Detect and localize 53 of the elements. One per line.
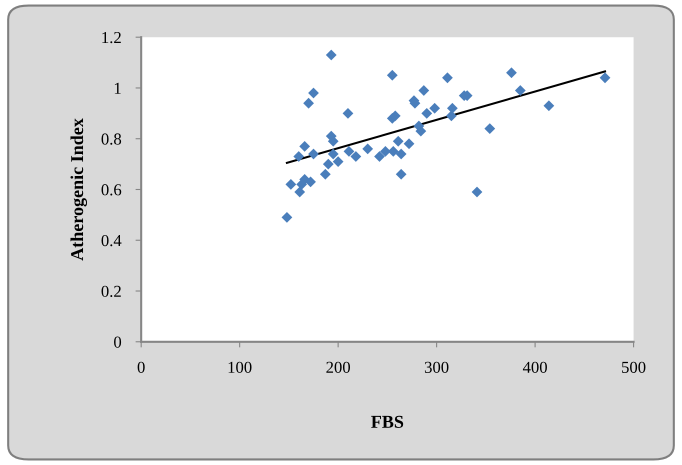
point bbox=[305, 176, 316, 188]
x-tick-label: 100 bbox=[228, 362, 252, 373]
point bbox=[484, 123, 496, 134]
point bbox=[421, 108, 432, 119]
point bbox=[320, 168, 331, 180]
y-tick-label: 0.6 bbox=[102, 184, 122, 196]
point bbox=[544, 100, 554, 112]
point bbox=[446, 102, 458, 114]
y-tick-label: 1.2 bbox=[102, 32, 121, 44]
point bbox=[303, 98, 314, 109]
point bbox=[386, 70, 398, 81]
point bbox=[600, 72, 610, 84]
point bbox=[472, 186, 482, 198]
point bbox=[404, 138, 414, 150]
point bbox=[344, 146, 354, 157]
point bbox=[299, 140, 310, 152]
y-tick-label: 0.4 bbox=[102, 234, 122, 246]
point bbox=[506, 67, 517, 78]
point bbox=[326, 50, 337, 60]
y-tick-label: 0 bbox=[114, 336, 122, 348]
point bbox=[388, 146, 399, 157]
point bbox=[328, 148, 339, 160]
point bbox=[332, 156, 344, 167]
y-tick-label: 0.8 bbox=[102, 133, 122, 145]
x-tick-label: 0 bbox=[138, 362, 145, 373]
point bbox=[446, 110, 457, 122]
x-tick-label: 200 bbox=[326, 362, 350, 373]
x-tick-label: 300 bbox=[424, 362, 448, 373]
point bbox=[396, 148, 407, 160]
point bbox=[374, 151, 385, 162]
x-tick-label: 500 bbox=[622, 362, 646, 373]
y-tick-label: 0.2 bbox=[102, 286, 121, 298]
y-axis-title: Atherogenic Index bbox=[70, 118, 88, 261]
point bbox=[322, 158, 334, 170]
point bbox=[392, 136, 404, 147]
point bbox=[350, 151, 362, 162]
x-axis-title: FBS bbox=[371, 416, 404, 428]
point bbox=[442, 72, 453, 84]
point bbox=[362, 144, 374, 154]
point bbox=[285, 179, 296, 190]
point bbox=[294, 186, 306, 198]
x-tick-label: 400 bbox=[522, 362, 547, 373]
point bbox=[308, 148, 319, 160]
point bbox=[380, 146, 391, 157]
point bbox=[418, 85, 430, 96]
point bbox=[429, 102, 440, 114]
point bbox=[342, 108, 354, 119]
point bbox=[514, 85, 526, 96]
point bbox=[396, 168, 407, 180]
point bbox=[308, 88, 319, 98]
point bbox=[282, 212, 292, 223]
y-tick-label: 1 bbox=[114, 82, 121, 94]
point bbox=[293, 151, 304, 162]
